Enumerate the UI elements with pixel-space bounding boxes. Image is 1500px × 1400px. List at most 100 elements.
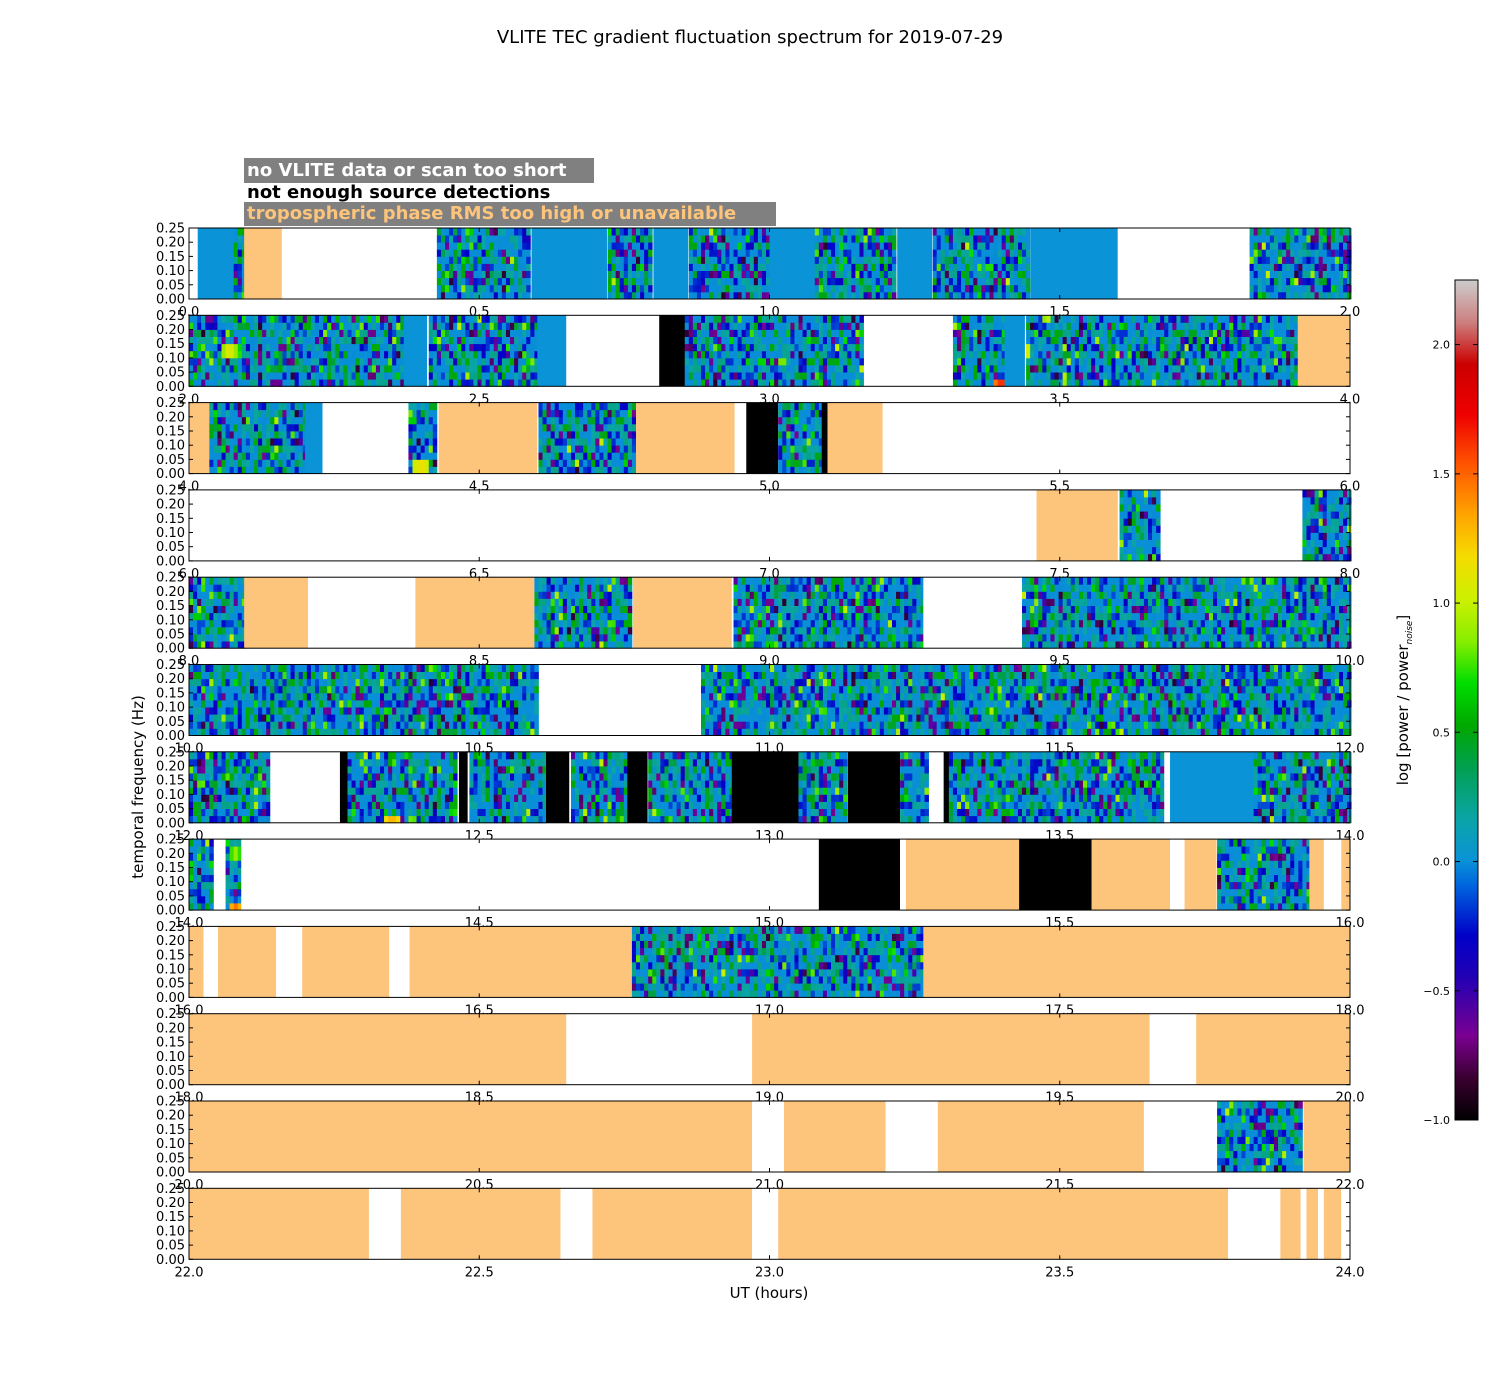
- heatmap-cell: [1013, 242, 1019, 250]
- heatmap-cell: [1322, 511, 1328, 519]
- heatmap-cell: [615, 431, 621, 439]
- heatmap-cell: [1050, 357, 1055, 366]
- heatmap-cell: [587, 402, 592, 411]
- heatmap-cell: [1172, 372, 1177, 380]
- heatmap-cell: [505, 228, 511, 236]
- heatmap-cell: [1217, 315, 1222, 323]
- heatmap-cell: [774, 379, 779, 387]
- heatmap-cell: [615, 228, 621, 236]
- heatmap-cell: [566, 591, 572, 599]
- heatmap-cell: [1269, 322, 1275, 330]
- heatmap-cell: [619, 598, 625, 606]
- heatmap-cell: [1180, 357, 1185, 366]
- heatmap-cell: [241, 598, 247, 606]
- heatmap-cell: [1066, 343, 1072, 352]
- heatmap-cell: [1026, 277, 1031, 286]
- heatmap-cell: [997, 235, 1003, 243]
- heatmap-cell: [709, 277, 714, 286]
- heatmap-cell: [294, 343, 300, 352]
- heatmap-cell: [278, 372, 283, 380]
- heatmap-cell: [258, 315, 263, 323]
- heatmap-cell: [1253, 315, 1259, 323]
- heatmap-cell: [294, 336, 300, 345]
- heatmap-cell: [753, 350, 759, 359]
- heatmap-cell: [514, 336, 519, 345]
- heatmap-cell: [786, 431, 791, 439]
- heatmap-cell: [1310, 539, 1315, 548]
- heatmap-cell: [591, 452, 596, 460]
- heatmap-cell: [749, 329, 755, 337]
- heatmap-cell: [1334, 284, 1340, 293]
- heatmap-cell: [814, 626, 820, 635]
- heatmap-cell: [1160, 343, 1165, 352]
- heatmap-cell: [485, 365, 491, 373]
- heatmap-cell: [640, 242, 645, 250]
- heatmap-cell: [396, 357, 401, 366]
- heatmap-cell: [1253, 343, 1259, 352]
- heatmap-cell: [737, 291, 743, 300]
- heatmap-cell: [867, 256, 873, 264]
- heatmap-cell: [1273, 329, 1279, 337]
- heatmap-cell: [826, 336, 832, 345]
- heatmap-cell: [428, 357, 434, 366]
- heatmap-cell: [1135, 497, 1141, 505]
- heatmap-cell: [701, 365, 706, 373]
- heatmap-cell: [1026, 343, 1031, 352]
- heatmap-cell: [822, 591, 828, 599]
- heatmap-cell: [432, 329, 438, 337]
- heatmap-cell: [310, 322, 316, 330]
- heatmap-cell: [1030, 372, 1035, 380]
- heatmap-cell: [233, 372, 239, 380]
- heatmap-cell: [1249, 379, 1255, 387]
- heatmap-cell: [221, 445, 226, 453]
- heatmap-cell: [570, 431, 576, 439]
- heatmap-cell: [1278, 235, 1283, 243]
- heatmap-cell: [331, 336, 336, 345]
- heatmap-cell: [701, 270, 706, 279]
- heatmap-cell: [713, 235, 718, 243]
- heatmap-cell: [505, 329, 511, 337]
- heatmap-cell: [611, 612, 617, 621]
- heatmap-cell: [749, 284, 755, 293]
- heatmap-cell: [375, 350, 381, 359]
- heatmap-cell: [1334, 525, 1340, 533]
- heatmap-cell: [237, 329, 243, 337]
- heatmap-cell: [432, 423, 438, 432]
- heatmap-cell: [871, 228, 877, 236]
- heatmap-cell: [1261, 379, 1267, 387]
- heatmap-cell: [412, 459, 417, 467]
- heatmap-cell: [1147, 350, 1153, 359]
- heatmap-cell: [355, 357, 361, 366]
- heatmap-cell: [607, 584, 612, 592]
- heatmap-cell: [627, 634, 633, 642]
- heatmap-cell: [802, 584, 808, 592]
- heatmap-cell: [1343, 256, 1348, 264]
- heatmap-cell: [973, 343, 978, 352]
- heatmap-cell: [400, 322, 405, 330]
- heatmap-cell: [1334, 518, 1340, 526]
- heatmap-cell: [1135, 525, 1141, 533]
- heatmap-cell: [770, 322, 775, 330]
- heatmap-cell: [1062, 315, 1068, 323]
- heatmap-cell: [729, 343, 734, 352]
- heatmap-cell: [717, 343, 722, 352]
- heatmap-cell: [1143, 539, 1149, 548]
- heatmap-cell: [627, 452, 633, 460]
- heatmap-cell: [1143, 504, 1149, 512]
- heatmap-cell: [282, 322, 287, 330]
- heatmap-cell: [863, 242, 868, 250]
- heatmap-cell: [810, 626, 816, 635]
- heatmap-cell: [457, 270, 462, 279]
- heatmap-cell: [351, 343, 356, 352]
- heatmap-cell: [221, 598, 226, 606]
- heatmap-cell: [457, 277, 462, 286]
- heatmap-cell: [997, 365, 1003, 373]
- heatmap-cell: [290, 365, 296, 373]
- heatmap-cell: [562, 641, 568, 649]
- heatmap-cell: [1282, 277, 1287, 286]
- heatmap-cell: [814, 329, 820, 337]
- heatmap-cell: [290, 336, 296, 345]
- heatmap-cell: [619, 284, 625, 293]
- heatmap-cell: [489, 284, 495, 293]
- heatmap-cell: [1156, 357, 1161, 366]
